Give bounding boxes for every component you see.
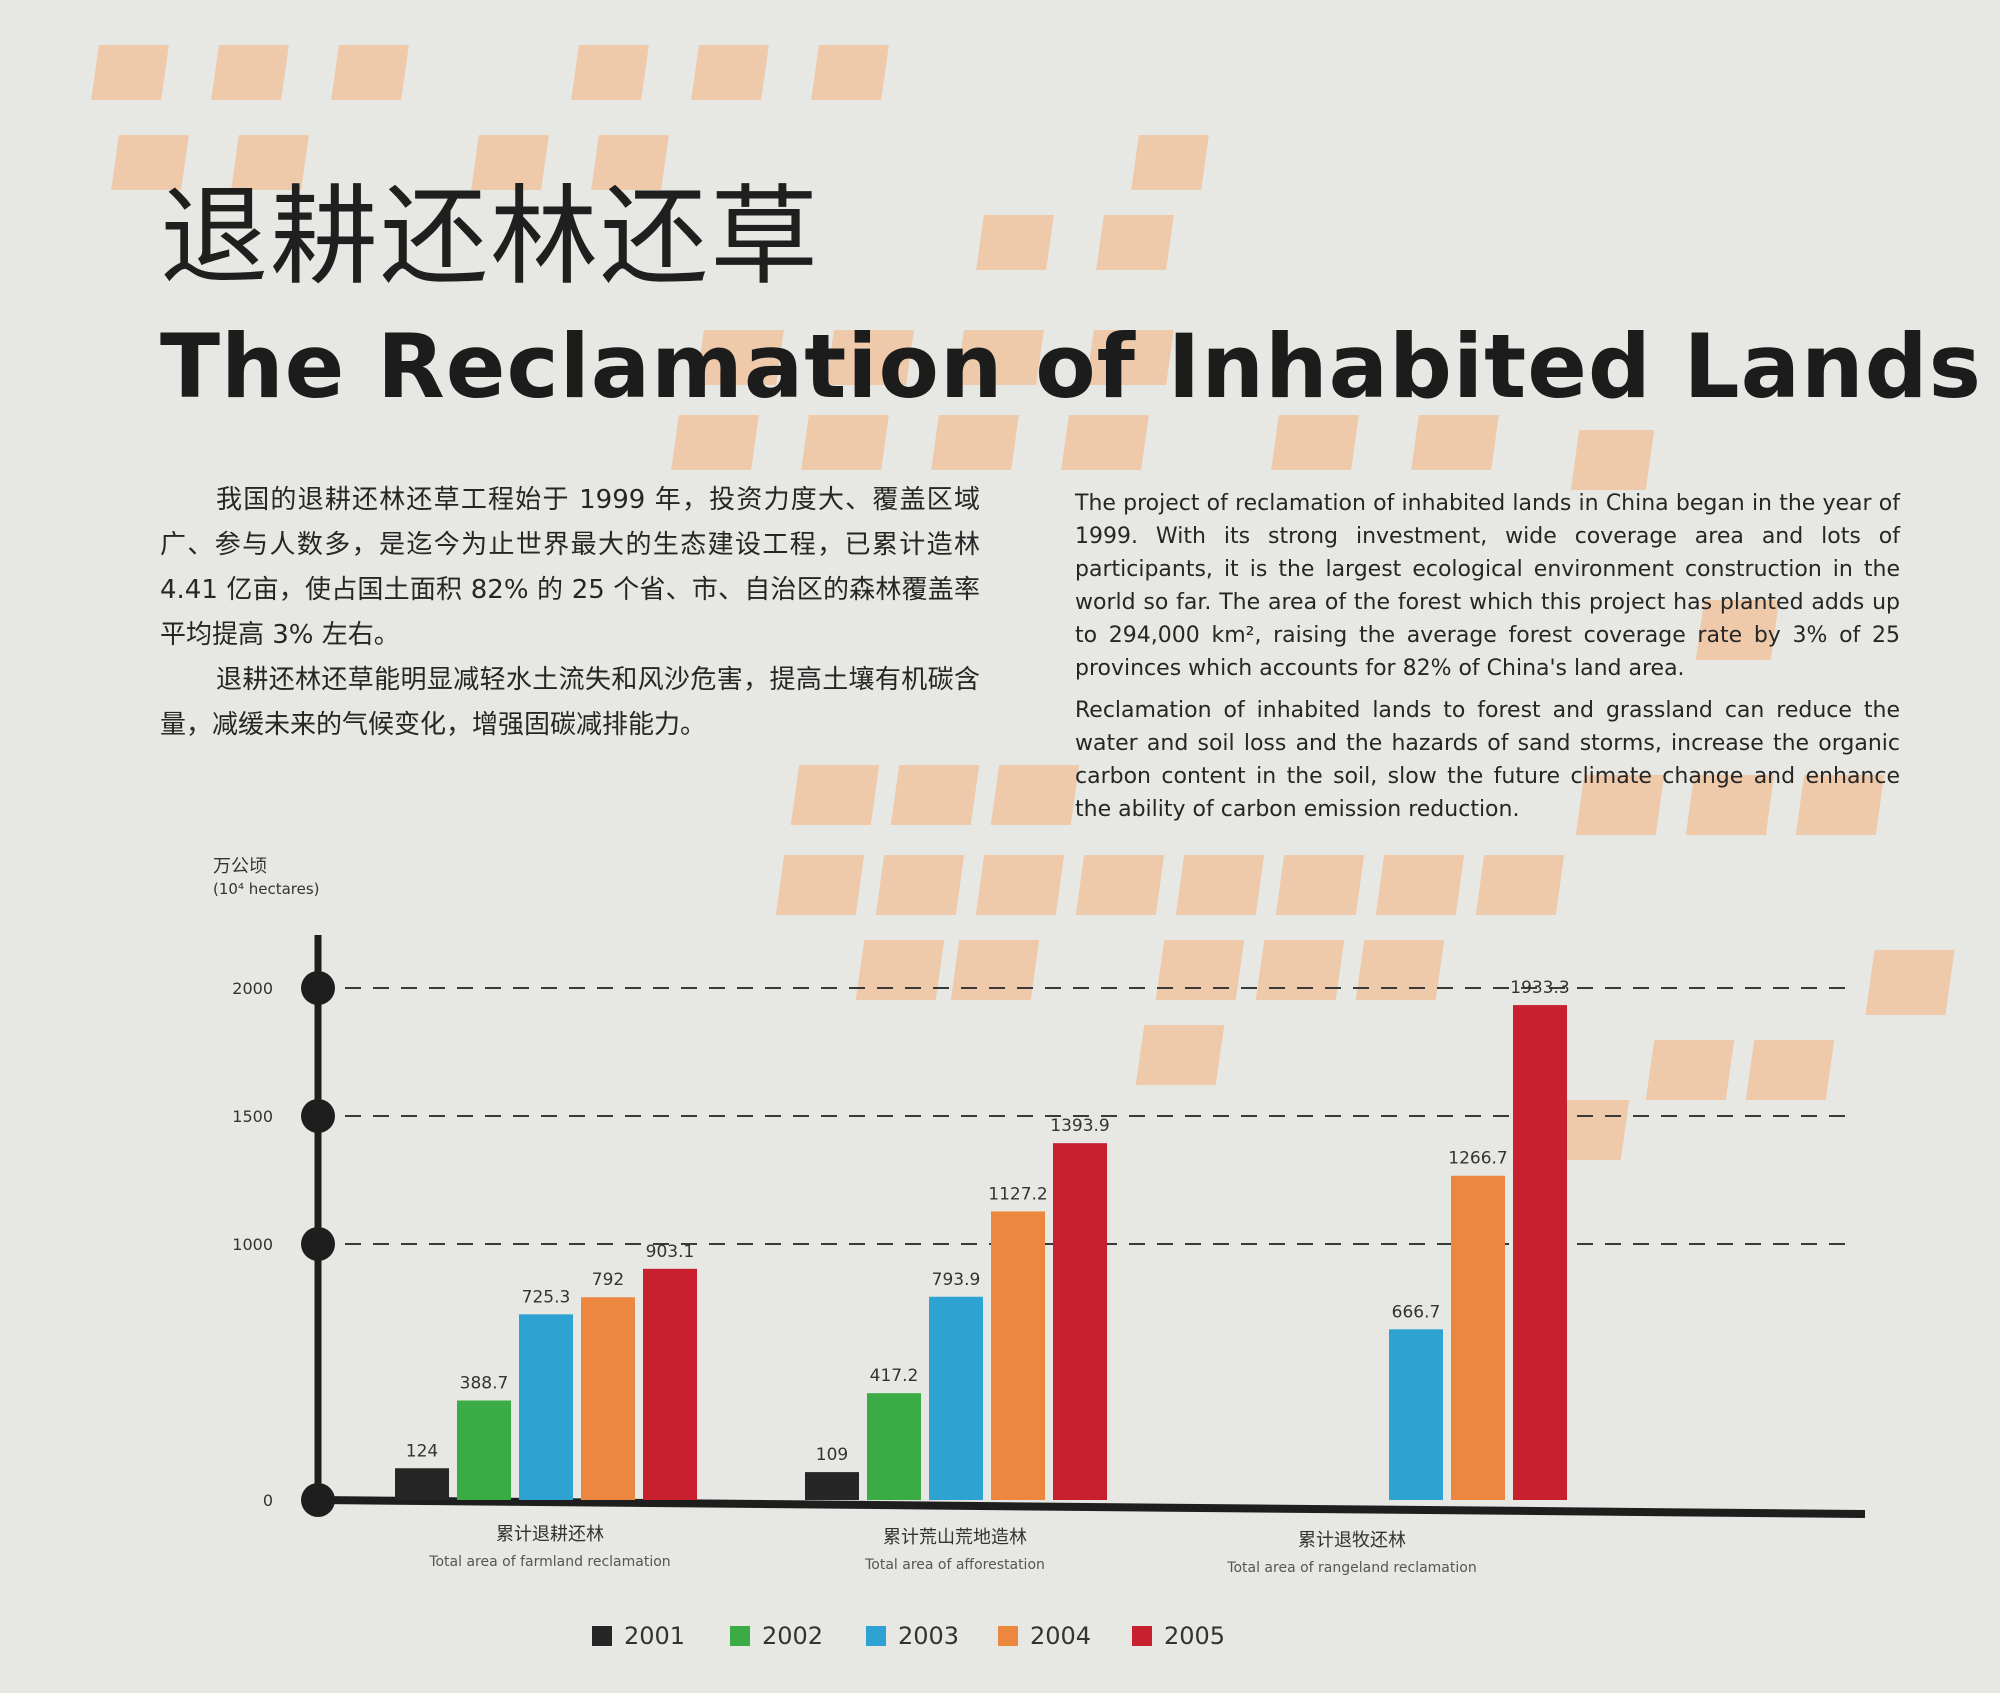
data-label-2005-cat3: 1933.3 [1510, 978, 1569, 998]
category-label-en-1: Total area of farmland reclamation [428, 1554, 670, 1570]
page-title-chinese: 退耕还林还草 [160, 175, 821, 300]
y-tick-label-1500: 1500 [232, 1107, 273, 1126]
data-label-2005-cat1: 903.1 [646, 1242, 695, 1262]
page-title-english: The Reclamation of Inhabited Lands [160, 315, 1983, 418]
y-tick-marker-2000 [301, 971, 335, 1005]
bar-2004-cat2 [991, 1211, 1045, 1500]
legend-item-2001: 2001 [592, 1618, 685, 1654]
y-tick-label-0: 0 [263, 1491, 273, 1510]
legend-swatch-2002 [730, 1626, 750, 1646]
data-label-2002-cat2: 417.2 [870, 1366, 919, 1386]
legend-label-2003: 2003 [898, 1622, 960, 1650]
bar-2002-cat2 [867, 1393, 921, 1500]
legend-label-2004: 2004 [1030, 1622, 1092, 1650]
legend-item-2003: 2003 [866, 1618, 959, 1654]
bar-2003-cat2 [929, 1296, 983, 1500]
legend-item-2002: 2002 [730, 1618, 823, 1654]
legend-swatch-2003 [866, 1626, 886, 1646]
y-tick-marker-1500 [301, 1099, 335, 1133]
legend-item-2004: 2004 [998, 1618, 1091, 1654]
category-label-cn-1: 累计退耕还林 [496, 1524, 604, 1545]
data-label-2001-cat1: 124 [406, 1441, 438, 1461]
legend-swatch-2001 [592, 1626, 612, 1646]
intro-paragraph-cn-1: 我国的退耕还林还草工程始于 1999 年，投资力度大、覆盖区域广、参与人数多，是… [160, 485, 980, 650]
y-axis-unit-en: (10⁴ hectares) [213, 880, 320, 898]
bar-2004-cat3 [1451, 1175, 1505, 1500]
category-label-en-3: Total area of rangeland reclamation [1226, 1560, 1476, 1576]
intro-paragraph-cn-2: 退耕还林还草能明显减轻水土流失和风沙危害，提高土壤有机碳含量，减缓未来的气候变化… [160, 665, 980, 740]
x-axis-line [317, 1496, 1866, 1518]
bar-2001-cat1 [395, 1468, 449, 1500]
y-axis-unit-cn: 万公顷 [213, 856, 267, 877]
data-label-2005-cat2: 1393.9 [1050, 1116, 1109, 1136]
data-label-2004-cat2: 1127.2 [988, 1184, 1047, 1204]
legend-label-2001: 2001 [624, 1622, 686, 1650]
legend-label-2005: 2005 [1164, 1622, 1226, 1650]
y-tick-marker-0 [301, 1483, 335, 1517]
data-label-2001-cat2: 109 [816, 1445, 848, 1465]
bar-2005-cat3 [1513, 1005, 1567, 1500]
y-tick-label-2000: 2000 [232, 979, 273, 998]
bar-2004-cat1 [581, 1297, 635, 1500]
bar-2005-cat2 [1053, 1143, 1107, 1500]
data-label-2004-cat3: 1266.7 [1448, 1149, 1507, 1169]
category-label-en-2: Total area of afforestation [864, 1557, 1045, 1573]
legend-label-2002: 2002 [762, 1622, 824, 1650]
bar-2005-cat1 [643, 1268, 697, 1500]
category-label-cn-3: 累计退牧还林 [1298, 1530, 1406, 1551]
data-label-2003-cat2: 793.9 [932, 1270, 981, 1290]
data-label-2004-cat1: 792 [592, 1270, 624, 1290]
intro-paragraph-en-1: The project of reclamation of inhabited … [1075, 491, 1900, 681]
bar-2002-cat1 [457, 1400, 511, 1500]
data-label-2003-cat3: 666.7 [1392, 1302, 1441, 1322]
y-tick-marker-1000 [301, 1227, 335, 1261]
bar-2003-cat3 [1389, 1329, 1443, 1500]
legend-item-2005: 2005 [1132, 1618, 1225, 1654]
category-label-cn-2: 累计荒山荒地造林 [883, 1527, 1027, 1548]
legend-swatch-2004 [998, 1626, 1018, 1646]
data-label-2002-cat1: 388.7 [460, 1373, 509, 1393]
intro-paragraph-en-2: Reclamation of inhabited lands to forest… [1075, 698, 1900, 822]
data-label-2003-cat1: 725.3 [522, 1287, 571, 1307]
legend-swatch-2005 [1132, 1626, 1152, 1646]
bar-2001-cat2 [805, 1472, 859, 1500]
bar-2003-cat1 [519, 1314, 573, 1500]
y-tick-label-1000: 1000 [232, 1235, 273, 1254]
